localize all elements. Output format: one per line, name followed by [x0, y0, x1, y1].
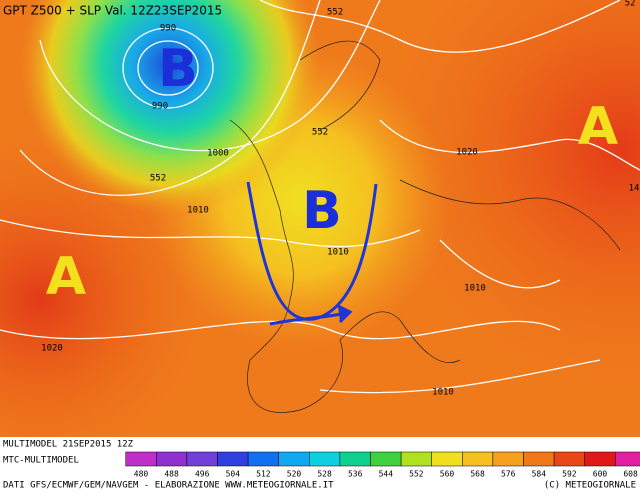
legend-swatch — [156, 451, 188, 467]
pressure-system: B — [158, 39, 198, 99]
contour-label: 990 — [152, 102, 168, 112]
contours — [0, 0, 640, 394]
legend-swatch — [125, 451, 157, 467]
legend-swatch — [523, 451, 555, 467]
legend-swatch — [492, 451, 524, 467]
legend-label: 600 — [593, 470, 608, 479]
pressure-system: A — [578, 97, 618, 157]
legend-swatch — [339, 451, 371, 467]
legend-label: 488 — [164, 470, 179, 479]
legend-label: 544 — [379, 470, 394, 479]
trough-arrows — [246, 181, 378, 326]
contour-label: 1000 — [207, 149, 229, 159]
legend-swatch — [247, 451, 279, 467]
contour-label: 1010 — [187, 206, 209, 216]
legend-label: 496 — [195, 470, 210, 479]
legend-swatch — [186, 451, 218, 467]
legend-swatch — [615, 451, 640, 467]
legend-swatch — [309, 451, 341, 467]
legend-label: 608 — [623, 470, 638, 479]
model-info: MTC-MULTIMODEL — [3, 456, 79, 466]
pressure-system: B — [302, 181, 342, 241]
contour-label: 990 — [160, 24, 176, 34]
legend-swatch — [553, 451, 585, 467]
legend-label: 528 — [317, 470, 332, 479]
legend-label: 512 — [256, 470, 271, 479]
legend-label: 568 — [470, 470, 485, 479]
contour-label: 1010 — [327, 248, 349, 258]
contour-label: 1020 — [41, 344, 63, 354]
contour-label: 1020 — [456, 148, 478, 158]
contour-label: 14 — [629, 184, 640, 194]
legend-label: 536 — [348, 470, 363, 479]
contour-label: 52 — [625, 0, 636, 9]
run-info: MULTIMODEL 21SEP2015 12Z — [3, 440, 134, 450]
contour-label: 552 — [327, 8, 343, 18]
legend-swatch — [584, 451, 616, 467]
map-title: GPT Z500 + SLP Val. 12Z23SEP2015 — [3, 4, 222, 18]
credits: DATI GFS/ECMWF/GEM/NAVGEM - ELABORAZIONE… — [3, 481, 334, 491]
color-legend: 480 488 496 504 512 520 528 536 544 552 560 568 576 5… — [125, 451, 640, 479]
legend-swatch — [462, 451, 494, 467]
contour-label: 1010 — [432, 388, 454, 398]
contour-label: 552 — [312, 128, 328, 138]
legend-swatch — [400, 451, 432, 467]
legend-label: 584 — [532, 470, 547, 479]
map-labels: B B A A 990 990 552 552 552 1000 1010 1010 1020 1010 1… — [41, 0, 639, 398]
legend-swatch — [217, 451, 249, 467]
map-area: B B A A 990 990 552 552 552 1000 1010 1010 1020 1010 1… — [0, 0, 640, 437]
coastlines — [229, 40, 621, 413]
legend-swatch — [370, 451, 402, 467]
legend-label: 552 — [409, 470, 424, 479]
contour-label: 1010 — [464, 284, 486, 294]
legend-label: 560 — [440, 470, 455, 479]
legend-swatch — [278, 451, 310, 467]
legend-label: 592 — [562, 470, 577, 479]
legend-label: 480 — [134, 470, 149, 479]
legend-label: 576 — [501, 470, 516, 479]
legend-label: 520 — [287, 470, 302, 479]
low-shading — [0, 0, 640, 437]
legend-swatch — [431, 451, 463, 467]
pressure-system: A — [46, 247, 86, 307]
contour-label: 552 — [150, 174, 166, 184]
legend-label: 504 — [226, 470, 241, 479]
copyright: (C) METEOGIORNALE — [544, 481, 636, 491]
